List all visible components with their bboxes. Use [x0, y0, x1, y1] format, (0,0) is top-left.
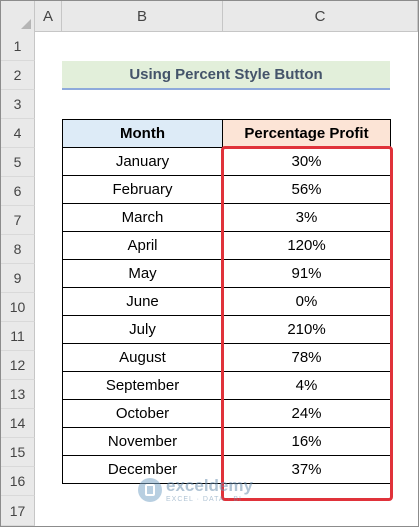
month-cell[interactable]: December: [62, 455, 223, 484]
profit-cell[interactable]: 56%: [222, 175, 391, 204]
profit-cell[interactable]: 37%: [222, 455, 391, 484]
table-row: December 37%: [62, 455, 391, 484]
column-header-b[interactable]: B: [62, 1, 223, 32]
month-cell[interactable]: June: [62, 287, 223, 316]
month-cell[interactable]: November: [62, 427, 223, 456]
table-row: September 4%: [62, 371, 391, 400]
row-header-2[interactable]: 2: [1, 61, 35, 90]
profit-cell[interactable]: 30%: [222, 147, 391, 176]
table-header-row: Month Percentage Profit: [62, 119, 391, 148]
header-month[interactable]: Month: [62, 119, 223, 148]
profit-cell[interactable]: 0%: [222, 287, 391, 316]
title-cell[interactable]: Using Percent Style Button: [62, 61, 390, 90]
row-header-16[interactable]: 16: [1, 467, 35, 496]
month-cell[interactable]: August: [62, 343, 223, 372]
month-cell[interactable]: July: [62, 315, 223, 344]
row-header-17[interactable]: 17: [1, 496, 35, 526]
row-header-3[interactable]: 3: [1, 90, 35, 119]
column-header-a[interactable]: A: [35, 1, 62, 32]
row-header-4[interactable]: 4: [1, 119, 35, 148]
month-cell[interactable]: January: [62, 147, 223, 176]
month-cell[interactable]: October: [62, 399, 223, 428]
month-cell[interactable]: September: [62, 371, 223, 400]
row-header-10[interactable]: 10: [1, 293, 35, 322]
profit-table: Month Percentage Profit January 30% Februa…: [62, 119, 391, 484]
profit-cell[interactable]: 3%: [222, 203, 391, 232]
row-header-7[interactable]: 7: [1, 206, 35, 235]
select-all-corner[interactable]: [1, 1, 35, 33]
month-cell[interactable]: April: [62, 231, 223, 260]
table-row: November 16%: [62, 427, 391, 456]
month-cell[interactable]: February: [62, 175, 223, 204]
row-header-6[interactable]: 6: [1, 177, 35, 206]
table-row: October 24%: [62, 399, 391, 428]
month-cell[interactable]: March: [62, 203, 223, 232]
header-percentage-profit[interactable]: Percentage Profit: [222, 119, 391, 148]
row-header-11[interactable]: 11: [1, 322, 35, 351]
profit-cell[interactable]: 16%: [222, 427, 391, 456]
table-row: August 78%: [62, 343, 391, 372]
table-row: June 0%: [62, 287, 391, 316]
row-header-12[interactable]: 12: [1, 351, 35, 380]
table-row: March 3%: [62, 203, 391, 232]
profit-cell[interactable]: 210%: [222, 315, 391, 344]
table-row: May 91%: [62, 259, 391, 288]
row-header-15[interactable]: 15: [1, 438, 35, 467]
row-header-5[interactable]: 5: [1, 148, 35, 177]
profit-cell[interactable]: 4%: [222, 371, 391, 400]
row-header-1[interactable]: 1: [1, 32, 35, 61]
table-row: April 120%: [62, 231, 391, 260]
profit-cell[interactable]: 91%: [222, 259, 391, 288]
table-row: February 56%: [62, 175, 391, 204]
profit-cell[interactable]: 24%: [222, 399, 391, 428]
select-all-triangle-icon: [21, 19, 31, 29]
table-row: January 30%: [62, 147, 391, 176]
row-header-13[interactable]: 13: [1, 380, 35, 409]
profit-cell[interactable]: 120%: [222, 231, 391, 260]
watermark-tagline: EXCEL · DATA · BI: [166, 496, 242, 503]
profit-cell[interactable]: 78%: [222, 343, 391, 372]
table-row: July 210%: [62, 315, 391, 344]
column-header-c[interactable]: C: [223, 1, 418, 32]
row-header-9[interactable]: 9: [1, 264, 35, 293]
row-header-8[interactable]: 8: [1, 235, 35, 264]
row-header-14[interactable]: 14: [1, 409, 35, 438]
month-cell[interactable]: May: [62, 259, 223, 288]
